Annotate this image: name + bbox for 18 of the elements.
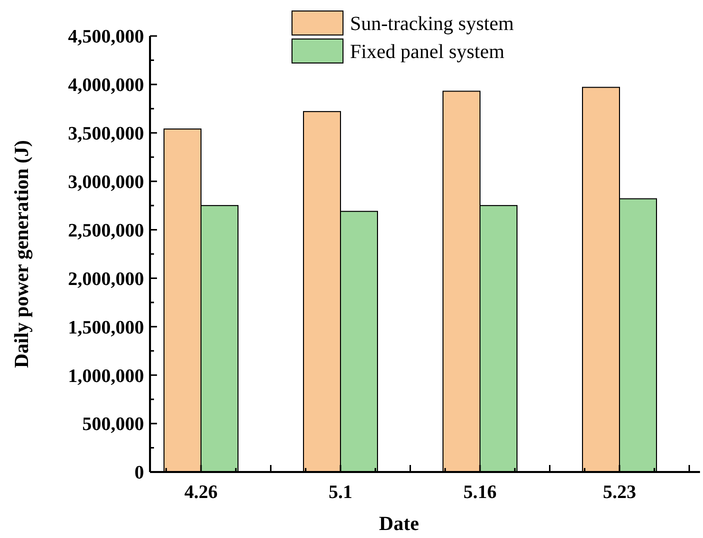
y-axis-title: Daily power generation (J) [11, 140, 33, 368]
y-tick-label: 2,500,000 [68, 220, 144, 242]
legend-label: Fixed panel system [350, 41, 505, 63]
x-tick-label: 5.16 [463, 482, 497, 503]
y-tick-label: 500,000 [82, 414, 144, 436]
y-tick-label: 1,000,000 [68, 366, 144, 387]
y-tick-label: 4,000,000 [68, 75, 144, 96]
y-tick-label: 4,500,000 [68, 26, 144, 48]
y-tick-label: 2,000,000 [68, 268, 144, 290]
y-tick-label: 0 [134, 462, 144, 484]
x-tick-label: 5.1 [328, 482, 352, 503]
x-tick-label: 5.23 [602, 482, 636, 503]
y-tick-label: 1,500,000 [68, 317, 144, 338]
x-axis-title: Date [379, 513, 420, 535]
y-tick-label: 3,000,000 [68, 172, 144, 193]
y-tick-label: 3,500,000 [68, 124, 144, 145]
legend-label: Sun-tracking system [350, 13, 514, 35]
x-tick-label: 4.26 [184, 482, 218, 503]
